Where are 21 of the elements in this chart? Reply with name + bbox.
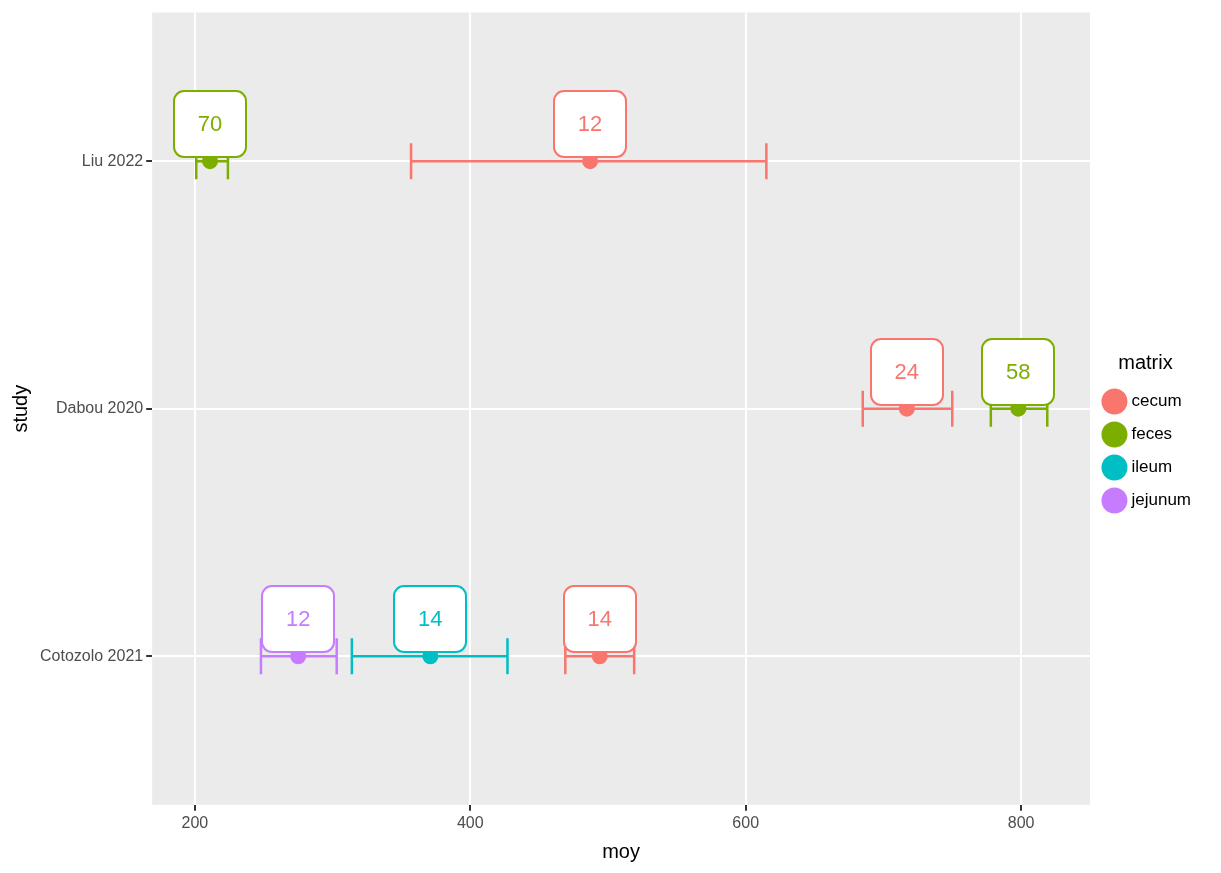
x-axis-title: moy — [602, 839, 640, 862]
x-tick-label: 200 — [181, 813, 209, 831]
legend-label: ileum — [1131, 457, 1173, 477]
annotation: 14 — [562, 585, 637, 654]
x-tick-label: 600 — [732, 813, 760, 831]
y-tick-label: Liu 2022 — [81, 151, 144, 169]
annotation: 12 — [553, 90, 628, 159]
annotation: 70 — [173, 90, 248, 159]
annotation: 58 — [981, 337, 1056, 406]
annotation: 14 — [393, 585, 468, 654]
legend-label: cecum — [1131, 391, 1182, 411]
legend-label: jejunum — [1130, 490, 1192, 510]
annotation: 12 — [261, 585, 336, 654]
y-axis-title: study — [8, 384, 31, 433]
legend-label: feces — [1131, 424, 1173, 444]
x-tick-label: 800 — [1007, 813, 1035, 831]
y-tick-label: Cotozolo 2021 — [40, 646, 144, 664]
x-tick-label: 400 — [456, 813, 484, 831]
legend-title: matrix — [1118, 350, 1173, 373]
y-tick-label: Dabou 2020 — [56, 399, 144, 417]
annotation: 24 — [869, 337, 944, 406]
